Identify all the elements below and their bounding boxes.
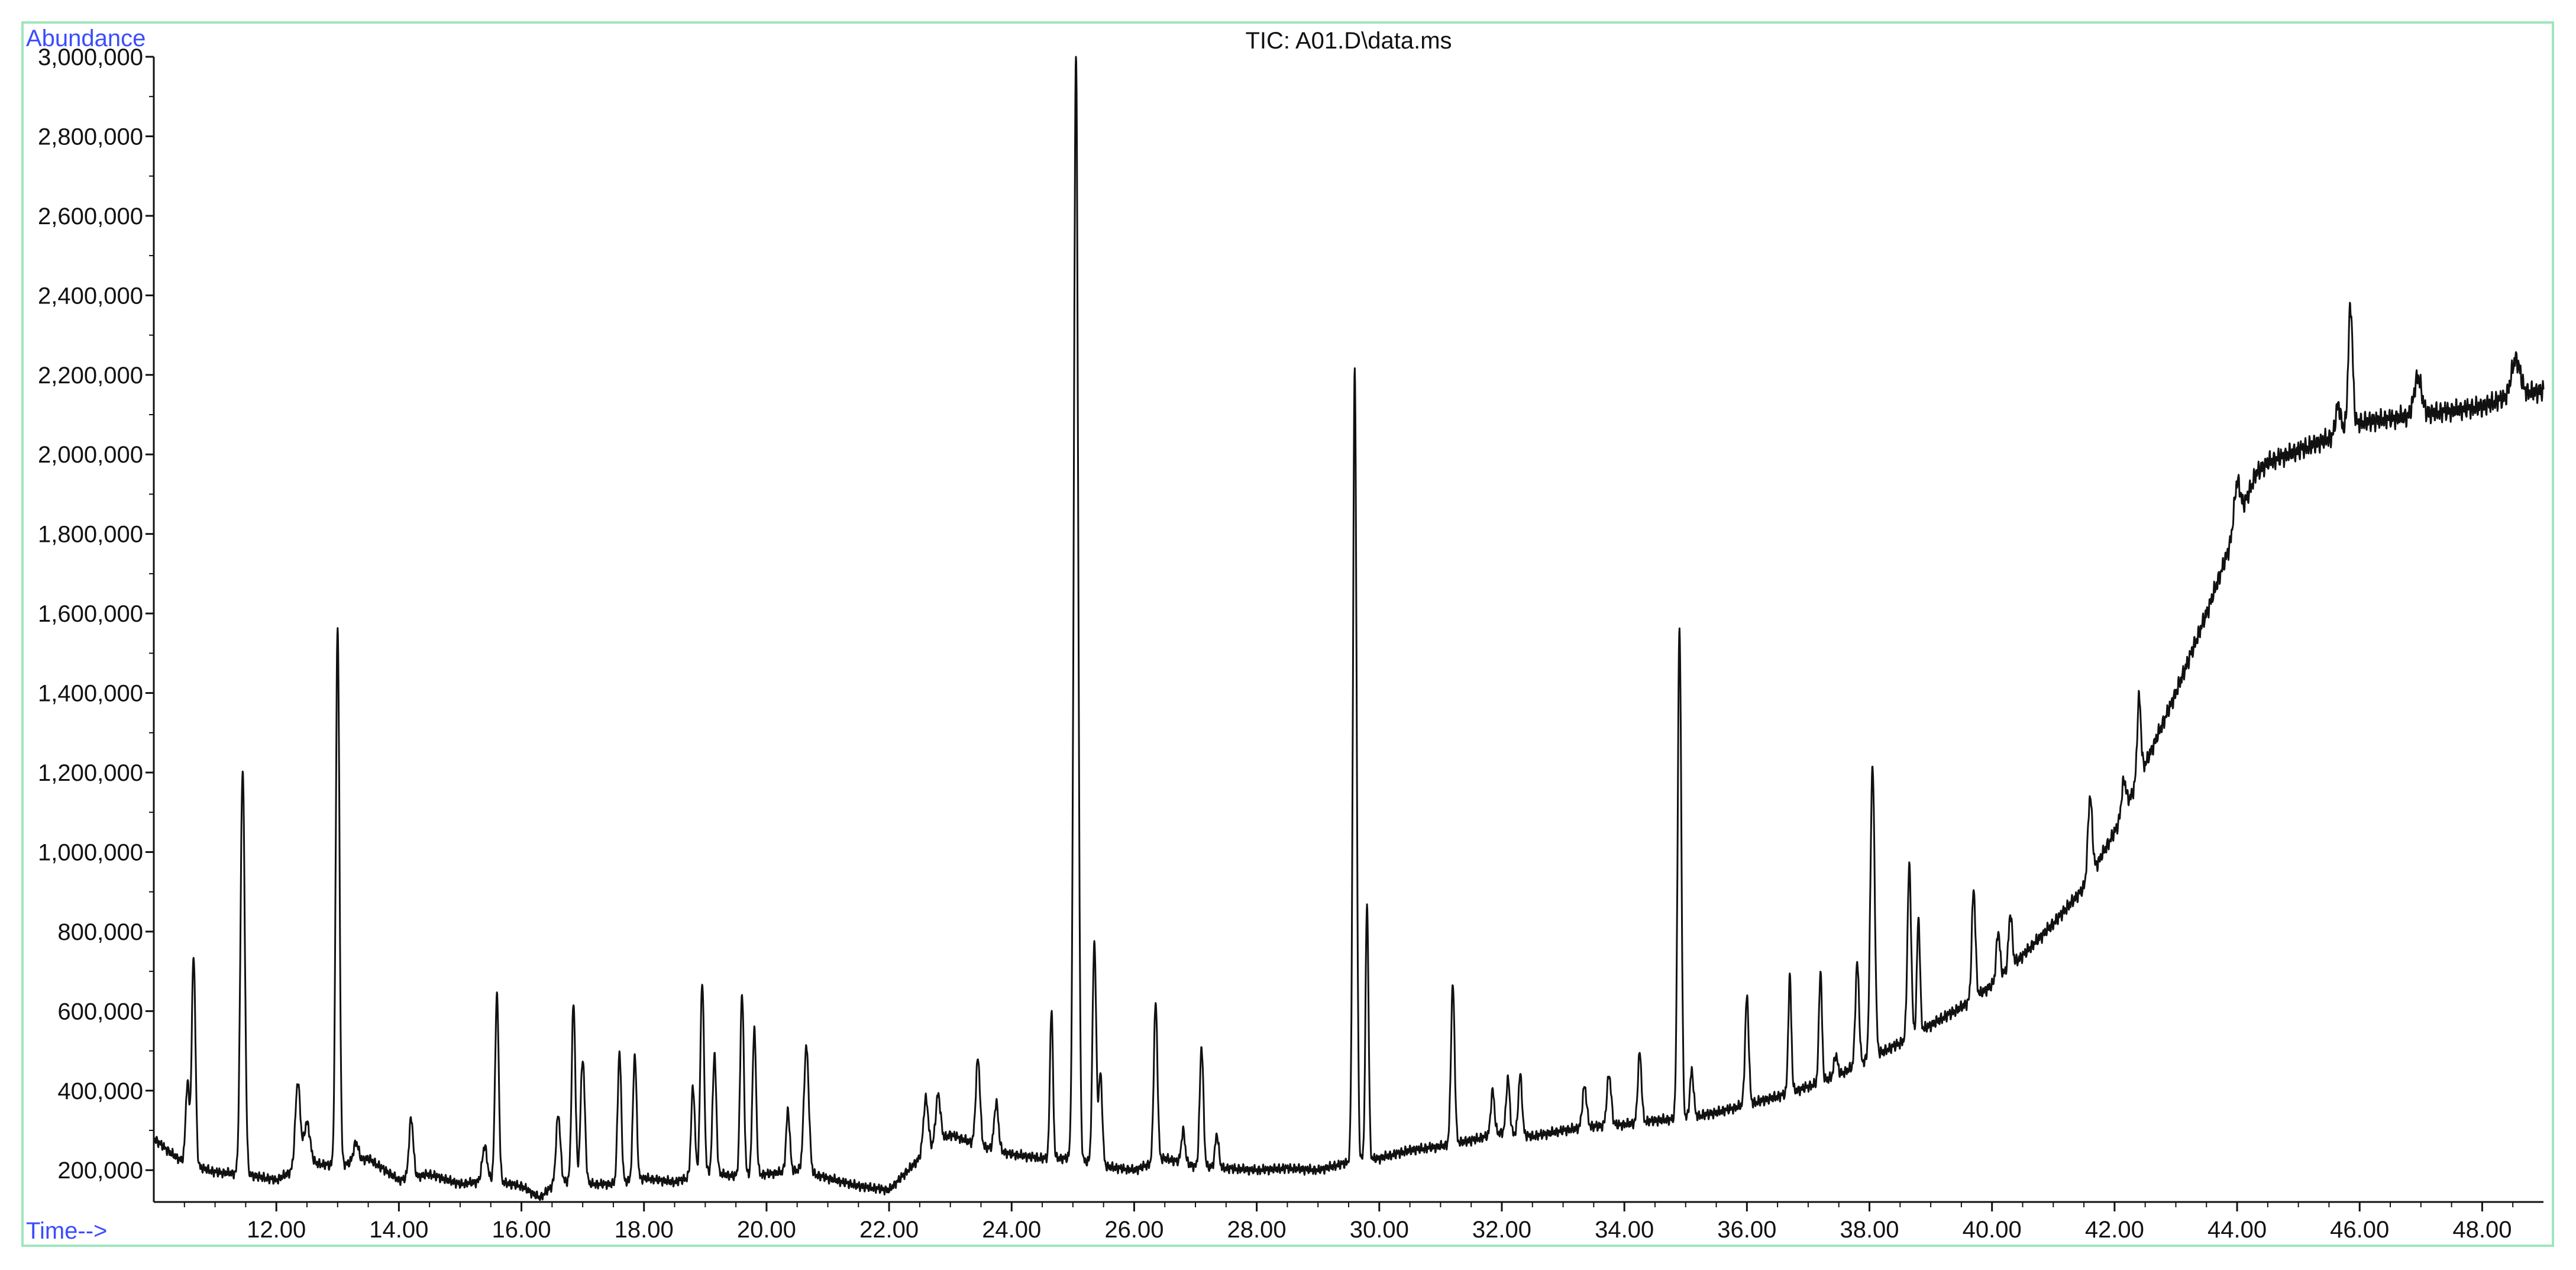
- x-tick-label: 32.00: [1472, 1217, 1531, 1243]
- y-tick-label: 600,000: [57, 998, 143, 1025]
- y-tick-label: 2,000,000: [38, 442, 143, 468]
- x-tick-label: 46.00: [2330, 1217, 2389, 1243]
- y-axis-title: Abundance: [26, 25, 146, 51]
- x-tick-label: 42.00: [2085, 1217, 2144, 1243]
- y-tick-label: 800,000: [57, 919, 143, 945]
- chart-frame: [21, 21, 2554, 1247]
- x-tick-label: 24.00: [982, 1217, 1041, 1243]
- x-tick-label: 40.00: [1963, 1217, 2022, 1243]
- x-tick-label: 14.00: [369, 1217, 428, 1243]
- x-tick-label: 36.00: [1717, 1217, 1776, 1243]
- x-tick-label: 18.00: [615, 1217, 674, 1243]
- x-axis-title: Time-->: [26, 1218, 107, 1244]
- x-tick-label: 48.00: [2452, 1217, 2512, 1243]
- x-tick-label: 16.00: [492, 1217, 551, 1243]
- x-tick-label: 34.00: [1595, 1217, 1654, 1243]
- y-tick-label: 2,800,000: [38, 124, 143, 150]
- x-tick-label: 44.00: [2207, 1217, 2267, 1243]
- y-tick-label: 1,800,000: [38, 522, 143, 548]
- y-tick-label: 2,200,000: [38, 363, 143, 389]
- chromatogram-trace: [153, 56, 2545, 1201]
- x-tick-label: 12.00: [247, 1217, 306, 1243]
- y-tick-label: 200,000: [57, 1158, 143, 1184]
- chart-title: TIC: A01.D\data.ms: [1245, 28, 1452, 54]
- y-tick-label: 3,000,000: [38, 44, 143, 70]
- x-axis-ticks: 12.00 14.00 16.00 18.00 20.00 22.00 24.00 26.00…: [183, 1202, 2514, 1243]
- y-tick-label: 2,400,000: [38, 283, 143, 309]
- x-tick-label: 22.00: [859, 1217, 919, 1243]
- x-tick-label: 26.00: [1104, 1217, 1163, 1243]
- y-tick-label: 2,600,000: [38, 203, 143, 230]
- y-tick-label: 1,200,000: [38, 760, 143, 786]
- y-tick-label: 400,000: [57, 1078, 143, 1104]
- y-axis-ticks: 200,000 400,000 600,000 800,000 1,000,000 1,2…: [38, 44, 154, 1184]
- x-tick-label: 28.00: [1227, 1217, 1287, 1243]
- y-tick-label: 1,000,000: [38, 839, 143, 865]
- y-tick-label: 1,400,000: [38, 681, 143, 707]
- x-tick-label: 20.00: [737, 1217, 796, 1243]
- x-tick-label: 30.00: [1350, 1217, 1409, 1243]
- x-tick-label: 38.00: [1840, 1217, 1899, 1243]
- y-tick-label: 1,600,000: [38, 601, 143, 627]
